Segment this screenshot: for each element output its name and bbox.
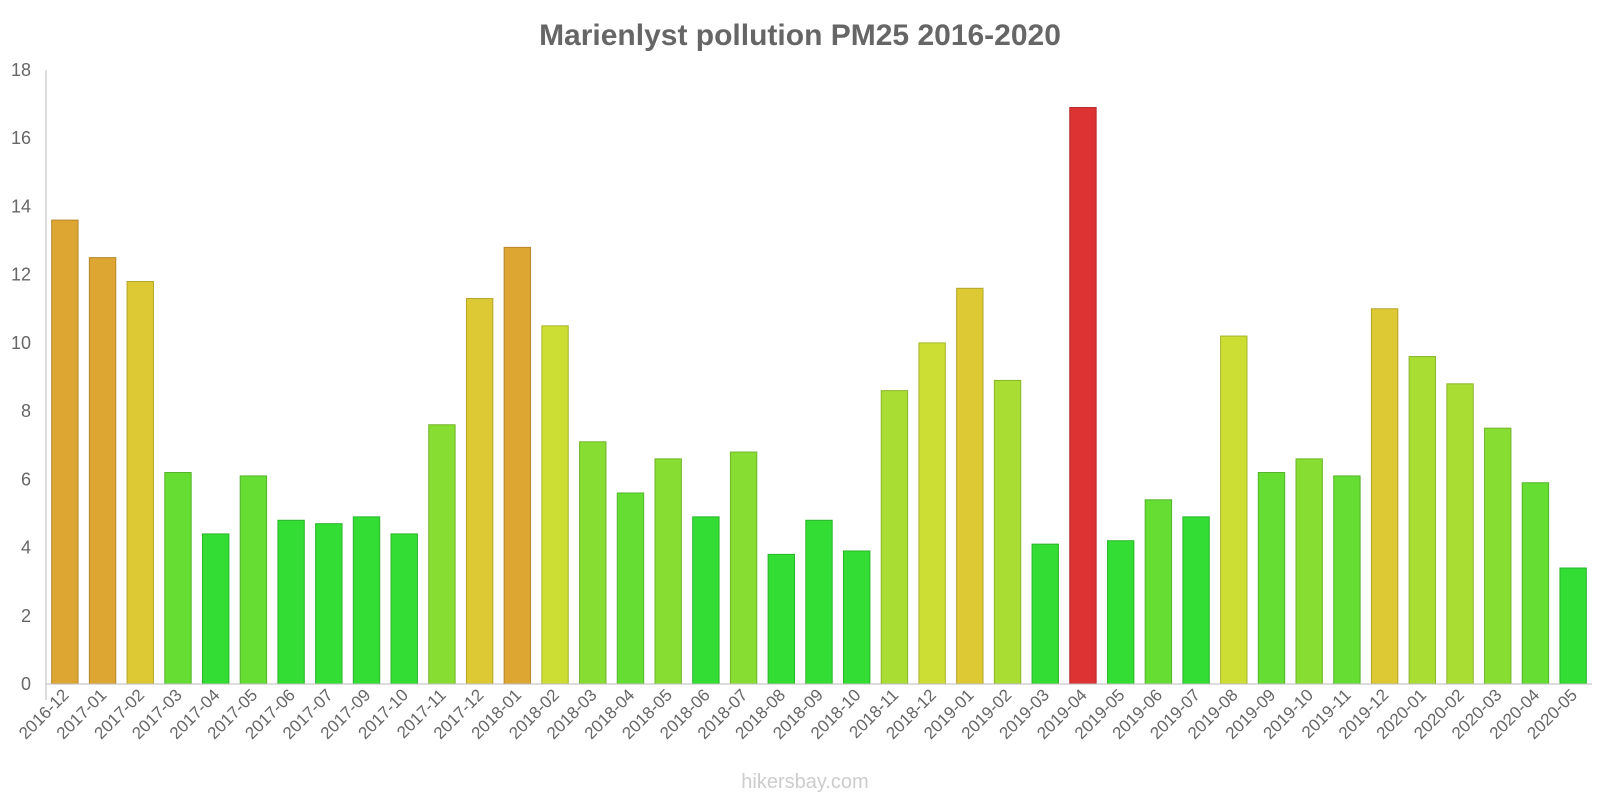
bar-2018-10	[843, 550, 871, 685]
bar-2017-09	[352, 516, 381, 685]
bar-2019-07	[1182, 516, 1210, 685]
bar-2018-02	[541, 325, 569, 685]
bar-2020-01	[1408, 356, 1437, 685]
bar-2018-04	[616, 492, 645, 685]
bars	[51, 107, 1587, 685]
bar-2017-03	[164, 472, 192, 685]
bar-2018-12	[918, 342, 946, 685]
bar-2019-12	[1370, 308, 1399, 685]
y-tick-label: 16	[11, 128, 31, 148]
bar-2019-04	[1069, 107, 1097, 685]
bar-2018-05	[654, 458, 682, 685]
bar-2019-01	[956, 287, 984, 685]
bar-2020-03	[1484, 427, 1512, 685]
y-tick-label: 0	[21, 674, 31, 694]
bar-2017-10	[390, 533, 418, 685]
bar-2019-09	[1257, 472, 1286, 685]
y-tick-label: 8	[21, 401, 31, 421]
bar-2018-08	[767, 553, 795, 685]
bar-2019-02	[993, 379, 1022, 685]
bar-2019-03	[1031, 543, 1059, 685]
bar-2019-11	[1333, 475, 1361, 685]
bar-2020-04	[1521, 482, 1550, 685]
bar-2018-06	[692, 516, 720, 685]
bar-2017-01	[88, 257, 117, 685]
bar-2017-06	[277, 519, 305, 685]
y-tick-label: 2	[21, 606, 31, 626]
bar-2020-02	[1446, 383, 1474, 685]
y-tick-label: 6	[21, 469, 31, 489]
y-tick-label: 18	[11, 60, 31, 80]
bar-2017-05	[239, 475, 268, 685]
bar-2016-12	[51, 219, 79, 685]
bar-2017-02	[126, 280, 154, 685]
bar-2019-08	[1220, 335, 1248, 685]
bar-2017-12	[465, 298, 494, 685]
bar-2018-01	[503, 246, 532, 685]
bar-2019-10	[1295, 458, 1323, 685]
bar-2018-09	[805, 519, 833, 685]
bar-2018-11	[880, 390, 909, 685]
x-axis: 2016-122017-012017-022017-032017-042017-…	[15, 683, 1592, 743]
bar-2018-07	[729, 451, 758, 685]
bar-2019-05	[1106, 540, 1135, 685]
bar-2017-04	[201, 533, 230, 685]
y-tick-label: 12	[11, 265, 31, 285]
watermark: hikersbay.com	[741, 771, 868, 793]
bar-2017-11	[428, 424, 456, 685]
bar-2017-07	[315, 523, 343, 685]
bar-2018-03	[579, 441, 607, 685]
y-axis: 0 2 4 6 8 10 12 14 16 18	[11, 60, 47, 700]
chart-title: Marienlyst pollution PM25 2016-2020	[539, 19, 1061, 52]
y-tick-label: 4	[21, 538, 31, 558]
y-tick-label: 14	[11, 196, 31, 216]
bar-2020-05	[1559, 567, 1587, 685]
bar-2019-06	[1144, 499, 1173, 685]
y-tick-label: 10	[11, 333, 31, 353]
